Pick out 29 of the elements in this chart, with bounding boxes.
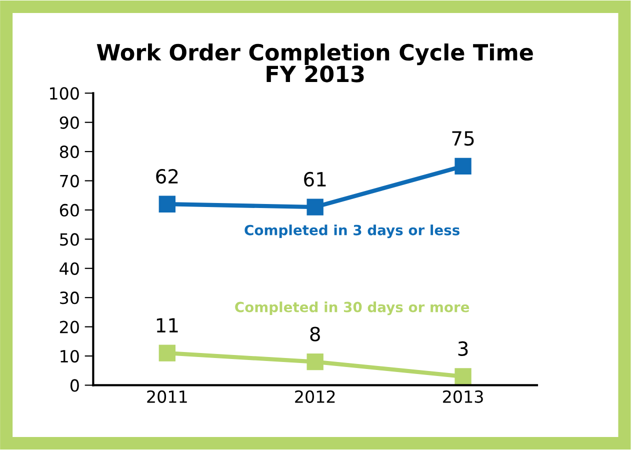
y-tick-label: 70: [60, 174, 79, 188]
text: Completed in 30 days or more: [235, 302, 470, 316]
x-tick-label: 2011: [147, 390, 187, 403]
y-tick-label: 100: [50, 87, 79, 100]
point: [158, 344, 176, 362]
y-tick-label: 20: [60, 320, 79, 334]
point: [454, 368, 472, 385]
y-tick-label: 50: [60, 233, 79, 246]
data-label: 11: [156, 318, 178, 332]
x-tick-label: 2012: [295, 390, 335, 403]
point: [306, 198, 324, 216]
y-tick-label: 90: [60, 116, 79, 129]
data-label: 3: [458, 341, 468, 356]
y-tick-label: 10: [60, 350, 79, 363]
series-label: Completed in 3 days or less: [244, 224, 460, 238]
y-tick-label: 30: [60, 292, 79, 304]
y-tick-label: 80: [60, 146, 79, 158]
x-tick-label: 2013: [443, 390, 483, 403]
data-label: 75: [452, 131, 474, 146]
y-tick-label: 60: [60, 204, 79, 217]
data-label: 8: [310, 326, 320, 342]
y-tick-label: 0: [70, 379, 79, 392]
data-label: 61: [304, 172, 326, 187]
chart-title: Work Order Completion Cycle Time FY 2013: [96, 43, 533, 82]
point: [454, 158, 472, 174]
point: [306, 354, 324, 370]
point: [158, 196, 176, 212]
y-tick-label: 40: [60, 262, 79, 275]
data-label: 62: [156, 168, 178, 184]
